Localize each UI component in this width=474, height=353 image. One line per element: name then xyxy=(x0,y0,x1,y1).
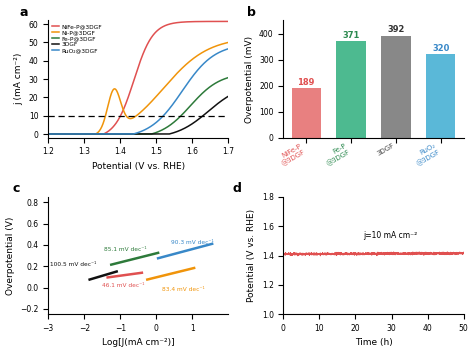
Bar xyxy=(426,54,456,138)
X-axis label: Log[J(mA cm⁻²)]: Log[J(mA cm⁻²)] xyxy=(102,339,174,347)
Ni-P@3DGF xyxy=(226,40,231,44)
Ni-P@3DGF xyxy=(46,132,51,136)
Fe-P@3DGF xyxy=(77,132,83,136)
3DGF xyxy=(127,132,133,136)
Bar xyxy=(382,36,410,138)
Line: 3DGF: 3DGF xyxy=(48,96,228,134)
Text: 85.1 mV dec⁻¹: 85.1 mV dec⁻¹ xyxy=(104,247,146,252)
Line: RuO₂@3DGF: RuO₂@3DGF xyxy=(48,49,228,134)
3DGF xyxy=(77,132,83,136)
Fe-P@3DGF xyxy=(46,132,51,136)
NiFe-P@3DGF xyxy=(91,132,97,136)
3DGF xyxy=(226,94,231,98)
Line: Fe-P@3DGF: Fe-P@3DGF xyxy=(48,78,228,134)
Y-axis label: Overpotential (V): Overpotential (V) xyxy=(6,216,15,295)
Bar xyxy=(337,41,365,138)
Fe-P@3DGF xyxy=(127,132,133,136)
Ni-P@3DGF xyxy=(152,96,157,101)
NiFe-P@3DGF xyxy=(46,132,51,136)
Text: 371: 371 xyxy=(342,31,360,40)
Fe-P@3DGF xyxy=(181,111,187,115)
RuO₂@3DGF xyxy=(77,132,83,136)
3DGF xyxy=(46,132,51,136)
3DGF xyxy=(91,132,97,136)
Fe-P@3DGF xyxy=(91,132,97,136)
Text: 189: 189 xyxy=(298,78,315,87)
Y-axis label: Overpotential (mV): Overpotential (mV) xyxy=(245,36,254,122)
Text: j=10 mA cm⁻²: j=10 mA cm⁻² xyxy=(363,231,417,240)
3DGF xyxy=(152,132,157,136)
NiFe-P@3DGF xyxy=(127,91,133,95)
Y-axis label: Potential (V vs. RHE): Potential (V vs. RHE) xyxy=(247,209,256,302)
NiFe-P@3DGF xyxy=(226,19,231,24)
Legend: NiFe-P@3DGF, Ni-P@3DGF, Fe-P@3DGF, 3DGF, RuO₂@3DGF: NiFe-P@3DGF, Ni-P@3DGF, Fe-P@3DGF, 3DGF,… xyxy=(51,23,102,54)
NiFe-P@3DGF xyxy=(165,22,171,26)
Text: c: c xyxy=(12,182,19,195)
Fe-P@3DGF xyxy=(226,76,231,80)
Line: Ni-P@3DGF: Ni-P@3DGF xyxy=(48,42,228,134)
RuO₂@3DGF xyxy=(46,132,51,136)
RuO₂@3DGF xyxy=(226,47,231,51)
Fe-P@3DGF xyxy=(152,131,157,135)
Text: a: a xyxy=(19,6,28,19)
Ni-P@3DGF xyxy=(77,132,83,136)
3DGF xyxy=(165,132,171,136)
Text: d: d xyxy=(233,182,242,195)
Text: 83.4 mV dec⁻¹: 83.4 mV dec⁻¹ xyxy=(162,287,204,292)
Ni-P@3DGF xyxy=(91,132,97,136)
3DGF xyxy=(181,126,187,131)
Text: 392: 392 xyxy=(387,25,405,34)
Text: b: b xyxy=(247,6,256,19)
RuO₂@3DGF xyxy=(181,86,187,91)
Line: NiFe-P@3DGF: NiFe-P@3DGF xyxy=(48,22,228,134)
Ni-P@3DGF xyxy=(181,64,187,68)
Text: 46.1 mV dec⁻¹: 46.1 mV dec⁻¹ xyxy=(102,283,145,288)
Ni-P@3DGF xyxy=(127,116,133,121)
NiFe-P@3DGF xyxy=(152,31,157,36)
X-axis label: Potential (V vs. RHE): Potential (V vs. RHE) xyxy=(91,162,185,171)
Text: 100.5 mV dec⁻¹: 100.5 mV dec⁻¹ xyxy=(50,262,96,267)
Text: 90.3 mV dec⁻¹: 90.3 mV dec⁻¹ xyxy=(171,240,213,245)
NiFe-P@3DGF xyxy=(181,20,187,24)
Y-axis label: j (mA cm⁻²): j (mA cm⁻²) xyxy=(14,53,23,105)
RuO₂@3DGF xyxy=(91,132,97,136)
NiFe-P@3DGF xyxy=(77,132,83,136)
Bar xyxy=(292,89,321,138)
Text: 320: 320 xyxy=(432,44,449,53)
RuO₂@3DGF xyxy=(165,108,171,112)
Fe-P@3DGF xyxy=(165,124,171,128)
RuO₂@3DGF xyxy=(152,122,157,126)
Ni-P@3DGF xyxy=(165,80,171,85)
X-axis label: Time (h): Time (h) xyxy=(355,339,392,347)
RuO₂@3DGF xyxy=(127,132,133,136)
